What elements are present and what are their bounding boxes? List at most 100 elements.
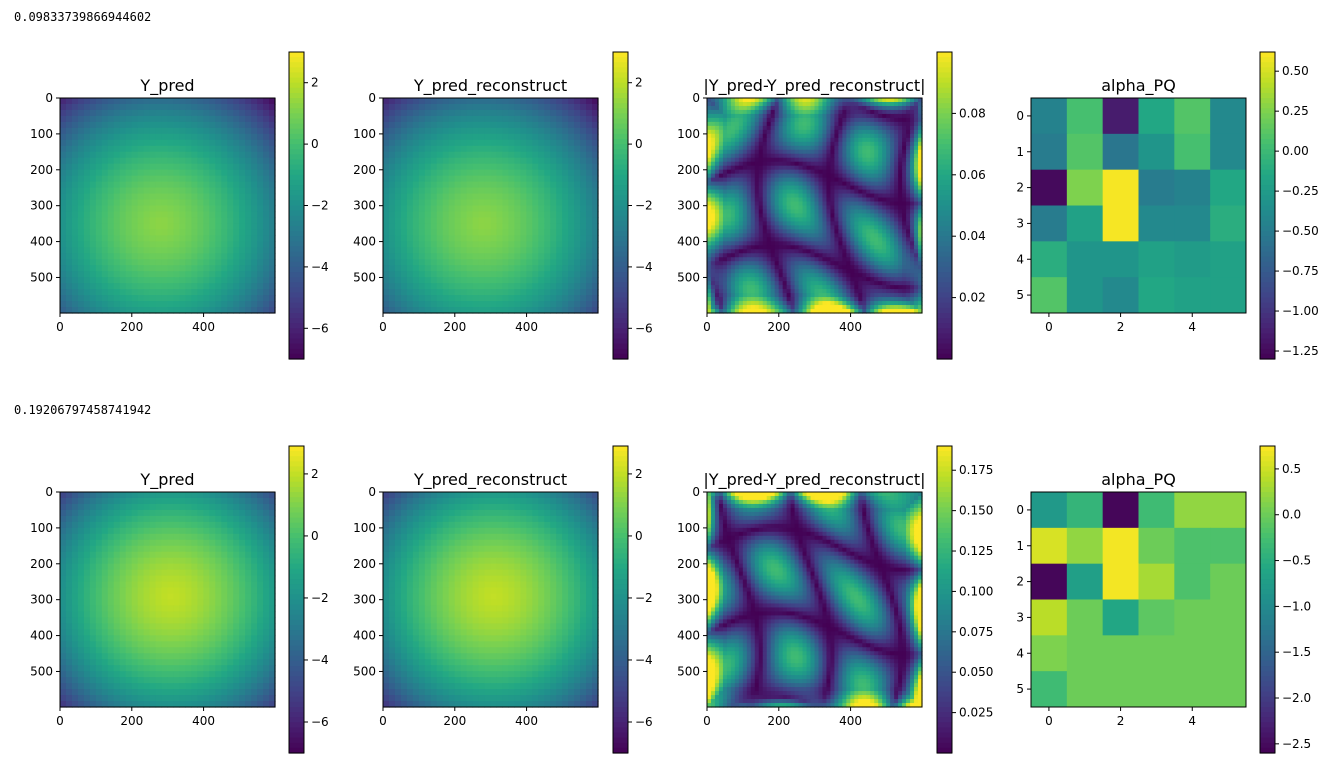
heatmap-cell bbox=[718, 233, 724, 238]
heatmap-cell bbox=[878, 157, 883, 163]
heatmap-cell bbox=[707, 221, 712, 227]
heatmap-cell bbox=[882, 153, 887, 159]
heatmap-cell bbox=[65, 307, 73, 314]
heatmap-cell bbox=[550, 223, 557, 230]
heatmap-cell bbox=[191, 247, 198, 254]
heatmap-cell bbox=[878, 245, 883, 250]
heatmap-cell bbox=[526, 145, 533, 153]
heatmap-cell bbox=[846, 101, 851, 107]
heatmap-cell bbox=[714, 141, 720, 147]
heatmap-cell bbox=[766, 197, 772, 203]
heatmap-cell bbox=[914, 197, 919, 203]
heatmap-cell bbox=[95, 145, 103, 153]
heatmap-cell bbox=[95, 193, 103, 201]
heatmap-cell bbox=[436, 109, 444, 117]
heatmap-cell bbox=[478, 199, 486, 207]
heatmap-cell bbox=[774, 157, 780, 163]
heatmap-cell bbox=[902, 121, 907, 127]
heatmap-cell bbox=[580, 235, 587, 242]
heatmap-cell bbox=[173, 247, 181, 254]
heatmap-cell bbox=[898, 153, 903, 159]
heatmap-cell bbox=[383, 187, 390, 195]
heatmap-cell bbox=[858, 173, 863, 179]
heatmap-cell bbox=[269, 145, 276, 153]
heatmap-cell bbox=[454, 307, 462, 314]
heatmap-cell bbox=[508, 277, 515, 284]
heatmap-cell bbox=[185, 223, 192, 230]
heatmap-cell bbox=[215, 205, 222, 213]
colorbar-segment bbox=[289, 200, 304, 207]
heatmap-cell bbox=[568, 301, 575, 308]
heatmap-cell bbox=[400, 115, 408, 123]
heatmap-cell bbox=[472, 283, 480, 290]
heatmap-cell bbox=[874, 177, 879, 183]
heatmap-cell bbox=[448, 265, 456, 272]
heatmap-cell bbox=[758, 209, 764, 215]
heatmap-cell bbox=[89, 181, 97, 189]
heatmap-cell bbox=[167, 247, 175, 254]
heatmap-cell bbox=[383, 277, 390, 284]
heatmap-cell bbox=[826, 117, 832, 123]
heatmap-cell bbox=[143, 187, 151, 195]
heatmap-cell bbox=[802, 117, 808, 123]
heatmap-cell bbox=[161, 181, 169, 189]
heatmap-cell bbox=[472, 241, 480, 248]
heatmap-cell bbox=[718, 245, 724, 250]
heatmap-cell bbox=[454, 115, 462, 123]
heatmap-cell bbox=[89, 217, 97, 225]
y-tick-label: 400 bbox=[30, 235, 53, 249]
heatmap-cell bbox=[173, 259, 181, 266]
heatmap-cell bbox=[257, 175, 264, 183]
heatmap-cell bbox=[750, 141, 756, 147]
heatmap-cell bbox=[442, 133, 450, 141]
heatmap-cell bbox=[454, 259, 462, 266]
heatmap-cell bbox=[227, 121, 234, 129]
heatmap-cell bbox=[866, 213, 871, 219]
heatmap-cell bbox=[842, 241, 847, 246]
heatmap-cell bbox=[556, 103, 563, 111]
heatmap-cell bbox=[490, 121, 498, 129]
heatmap-cell bbox=[770, 165, 776, 171]
heatmap-cell bbox=[107, 223, 115, 230]
heatmap-cell bbox=[878, 181, 883, 187]
heatmap-cell bbox=[131, 139, 139, 147]
heatmap-cell bbox=[918, 213, 923, 219]
heatmap-cell bbox=[508, 133, 515, 141]
heatmap-cell bbox=[834, 145, 839, 151]
heatmap-cell bbox=[878, 161, 883, 167]
heatmap-cell bbox=[65, 121, 73, 129]
colorbar-segment bbox=[613, 144, 628, 150]
heatmap-cell bbox=[418, 145, 426, 153]
heatmap-cell bbox=[826, 173, 832, 179]
heatmap-cell bbox=[383, 211, 390, 219]
heatmap-cell bbox=[544, 253, 551, 260]
heatmap-cell bbox=[550, 271, 557, 278]
heatmap-cell bbox=[466, 241, 474, 248]
heatmap-cell bbox=[508, 193, 515, 201]
heatmap-cell bbox=[707, 117, 712, 123]
heatmap-cell bbox=[790, 245, 796, 250]
heatmap-cell bbox=[526, 169, 533, 177]
heatmap-cell bbox=[806, 98, 812, 103]
heatmap-cell bbox=[197, 139, 204, 147]
heatmap-cell bbox=[774, 221, 780, 227]
heatmap-cell bbox=[101, 265, 109, 272]
heatmap-cell bbox=[203, 307, 210, 314]
heatmap-cell bbox=[496, 103, 504, 111]
heatmap-cell bbox=[478, 223, 486, 230]
heatmap-cell bbox=[424, 103, 432, 111]
heatmap-cell bbox=[221, 295, 228, 302]
heatmap-cell bbox=[83, 121, 91, 129]
heatmap-cell bbox=[143, 265, 151, 272]
heatmap-cell bbox=[774, 257, 780, 262]
colorbar-segment bbox=[613, 190, 628, 196]
heatmap-cell bbox=[185, 103, 192, 111]
heatmap-cell bbox=[818, 125, 824, 131]
heatmap-cell bbox=[394, 157, 402, 165]
heatmap-cell bbox=[394, 169, 402, 177]
heatmap-cell bbox=[730, 129, 736, 135]
heatmap-cell bbox=[466, 211, 474, 219]
heatmap-cell bbox=[734, 173, 740, 179]
heatmap-cell bbox=[826, 225, 832, 230]
heatmap-cell bbox=[574, 163, 581, 171]
